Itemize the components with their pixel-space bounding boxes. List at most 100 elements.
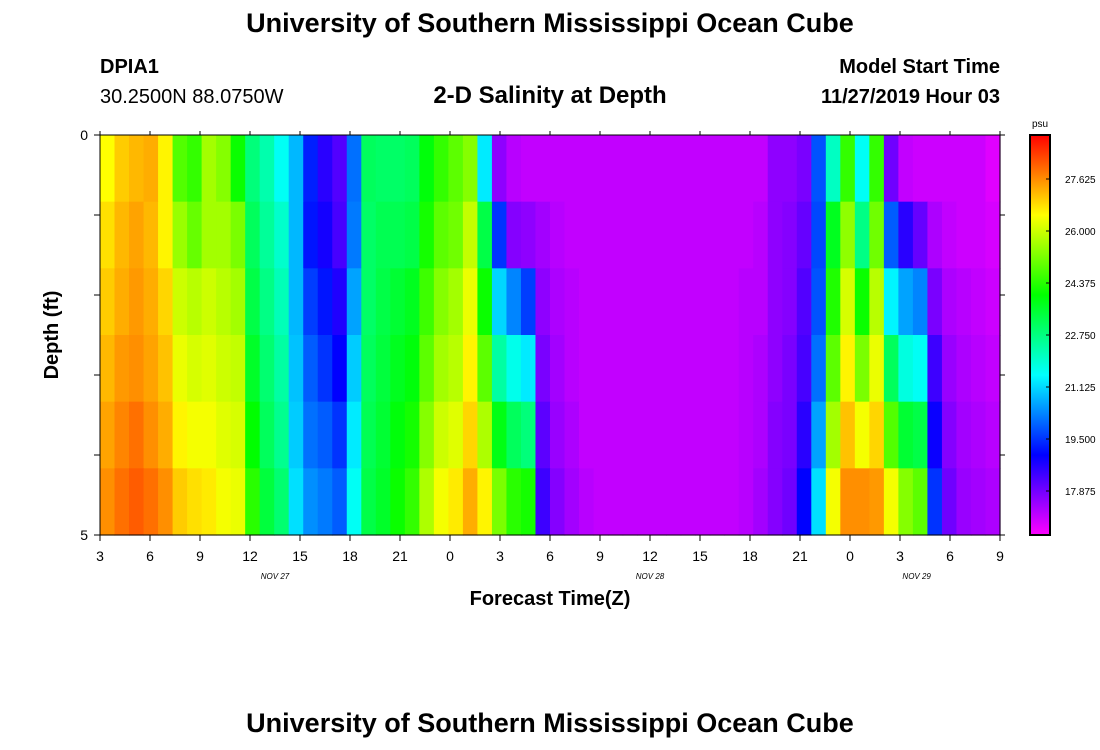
heatmap-cell [419,201,435,269]
heatmap-cell [854,468,870,536]
heatmap-cell [462,468,479,536]
heatmap-cell [593,468,609,536]
heatmap-cell [796,401,812,469]
heatmap-cell [506,468,522,536]
heatmap-cell [869,135,885,203]
heatmap-cell [259,201,275,269]
heatmap-cell [927,135,943,203]
heatmap-cell [129,401,145,469]
heatmap-cell [317,335,333,403]
heatmap-cell [738,201,754,269]
heatmap-cell [303,401,319,469]
heatmap-cell [100,401,116,469]
x-tick-label: 15 [692,548,708,564]
heatmap-cell [840,135,856,203]
heatmap-cell [245,335,261,403]
heatmap-cell [927,268,943,336]
heatmap-cell [158,201,174,269]
heatmap-cell [491,401,508,469]
heatmap-cell [970,401,987,469]
heatmap-cell [637,135,653,203]
y-tick-label: 5 [80,527,88,543]
heatmap-cell [506,401,522,469]
heatmap-cell [579,268,595,336]
heatmap-cell [709,268,725,336]
heatmap-cell [259,401,275,469]
heatmap-cell [579,335,595,403]
heatmap-cell [956,268,972,336]
heatmap-cell [811,135,827,203]
heatmap-cell [564,335,580,403]
heatmap-cell [433,135,449,203]
heatmap-cell [274,468,290,536]
heatmap-cell [593,335,609,403]
heatmap-cell [448,335,464,403]
x-tick-label: 9 [196,548,204,564]
heatmap-cell [883,268,899,336]
heatmap-cell [927,401,943,469]
heatmap-cell [608,135,624,203]
heatmap-cell [550,201,566,269]
heatmap-cell [375,401,391,469]
heatmap-cell [419,268,435,336]
x-tick-label: 15 [292,548,308,564]
heatmap-cell [245,401,261,469]
colorbar-tick-label: 26.000 [1065,227,1096,238]
heatmap-cell [840,401,856,469]
heatmap-cell [462,335,479,403]
heatmap-cell [129,135,145,203]
heatmap-cell [259,468,275,536]
heatmap-cell [695,335,711,403]
heatmap-cell [985,401,1001,469]
heatmap-cell [970,468,987,536]
heatmap-cell [666,335,682,403]
heatmap-cell [346,401,362,469]
heatmap-cell [579,401,595,469]
heatmap-cell [796,268,812,336]
heatmap-cell [303,201,319,269]
heatmap-cell [869,468,885,536]
heatmap-cell [114,468,130,536]
heatmap-cell [608,268,624,336]
x-tick-label: 9 [996,548,1004,564]
heatmap-cell [143,135,159,203]
heatmap-cell [680,135,696,203]
heatmap-cell [216,401,232,469]
heatmap-cell [114,335,130,403]
heatmap-cell [100,335,116,403]
heatmap-cell [680,201,696,269]
heatmap-cell [187,268,203,336]
heatmap-cell [390,201,406,269]
heatmap-cell [912,401,929,469]
heatmap-cell [912,468,929,536]
heatmap-cell [564,201,580,269]
heatmap-cell [448,468,464,536]
heatmap-cell [550,401,566,469]
heatmap-cell [898,268,914,336]
heatmap-cell [622,135,638,203]
heatmap-cell [404,401,420,469]
heatmap-cell [912,201,929,269]
heatmap-cell [709,401,725,469]
heatmap-cell [854,201,870,269]
heatmap-cell [651,468,667,536]
heatmap-cell [477,335,493,403]
heatmap-cell [724,201,740,269]
heatmap-cell [724,468,740,536]
heatmap-cell [288,135,304,203]
heatmap-cell [317,468,333,536]
heatmap-cell [462,401,479,469]
heatmap-cell [695,468,711,536]
heatmap-cell [564,135,580,203]
heatmap-cell [535,335,551,403]
heatmap-cell [767,401,783,469]
x-tick-label: 6 [146,548,154,564]
footer-title: University of Southern Mississippi Ocean… [246,708,854,738]
heatmap-cell [666,135,682,203]
heatmap-cell [608,201,624,269]
heatmap-cell [985,335,1001,403]
heatmap-cell [361,335,377,403]
heatmap-cell [608,401,624,469]
colorbar-tick-label: 22.750 [1065,331,1096,342]
heatmap-cell [666,468,682,536]
